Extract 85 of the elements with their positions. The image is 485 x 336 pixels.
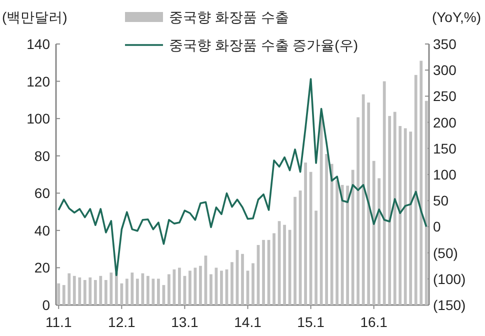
bar bbox=[199, 266, 202, 305]
bar bbox=[220, 270, 223, 305]
bar bbox=[241, 254, 244, 305]
bar bbox=[230, 262, 234, 305]
bar bbox=[68, 273, 71, 305]
bar bbox=[83, 280, 86, 305]
bar bbox=[178, 268, 181, 305]
legend-label: 중국향 화장품 수출 증가율(우) bbox=[169, 37, 358, 53]
bar bbox=[325, 154, 328, 305]
bar bbox=[409, 132, 412, 305]
bar bbox=[146, 276, 150, 305]
bar bbox=[393, 112, 396, 305]
bar bbox=[314, 210, 318, 305]
bar bbox=[382, 81, 386, 305]
y2-tick-label: (150) bbox=[433, 297, 466, 313]
x-tick-label: 13.1 bbox=[171, 314, 199, 330]
bar bbox=[152, 278, 155, 305]
bar bbox=[304, 162, 307, 305]
y2-tick-label: 300 bbox=[433, 62, 457, 78]
y2-tick-label: (100) bbox=[433, 270, 466, 287]
bar bbox=[272, 233, 276, 305]
y2-tick-label: 100 bbox=[433, 166, 457, 182]
x-tick-label: 16.1 bbox=[360, 314, 388, 330]
x-tick-label: 12.1 bbox=[108, 314, 136, 330]
bar bbox=[120, 283, 124, 305]
bar bbox=[420, 60, 423, 305]
bar bbox=[404, 128, 407, 305]
bar bbox=[130, 272, 134, 305]
bar bbox=[340, 184, 344, 305]
bar bbox=[252, 263, 254, 305]
bar bbox=[157, 278, 160, 305]
bar bbox=[362, 94, 365, 305]
bar bbox=[78, 277, 82, 305]
bar bbox=[114, 272, 118, 305]
bar bbox=[88, 277, 92, 305]
bar bbox=[141, 273, 144, 305]
bar bbox=[346, 186, 350, 305]
y2-tick-label: (50) bbox=[433, 244, 458, 261]
x-tick-label: 11.1 bbox=[46, 314, 72, 330]
y-tick-label: 80 bbox=[34, 148, 50, 164]
y-tick-label: 100 bbox=[26, 110, 50, 127]
bar bbox=[378, 178, 381, 305]
bar bbox=[414, 74, 418, 305]
bar bbox=[94, 280, 97, 305]
bar bbox=[57, 283, 60, 305]
y-tick-label: 0 bbox=[42, 297, 50, 313]
x-tick-label: 14.1 bbox=[234, 314, 262, 330]
legend-label: 중국향 화장품 수출 bbox=[169, 9, 289, 25]
bar bbox=[330, 164, 334, 305]
bar bbox=[188, 270, 192, 305]
bar bbox=[262, 240, 265, 305]
bar bbox=[210, 274, 212, 305]
bar bbox=[104, 280, 108, 305]
y-tick-label: 20 bbox=[34, 260, 50, 276]
y2-tick-label: 200 bbox=[433, 114, 457, 130]
y2-tick-label: 150 bbox=[433, 140, 457, 156]
y2-axis-title: (YoY,%) bbox=[432, 9, 481, 25]
y2-tick-label: 50 bbox=[433, 192, 449, 209]
bar bbox=[72, 276, 76, 305]
bar bbox=[336, 180, 339, 305]
bar bbox=[367, 102, 370, 305]
bar bbox=[424, 100, 428, 305]
bar bbox=[283, 224, 286, 305]
y-tick-label: 40 bbox=[34, 222, 50, 238]
bar bbox=[372, 160, 376, 305]
x-tick-label: 15.1 bbox=[297, 314, 325, 330]
y2-tick-label: 250 bbox=[433, 88, 457, 104]
bar bbox=[398, 126, 402, 305]
y2-tick-label: 0 bbox=[433, 218, 441, 235]
bar bbox=[136, 278, 139, 305]
y-tick-label: 140 bbox=[26, 36, 50, 52]
bar bbox=[356, 117, 360, 305]
bar bbox=[388, 116, 392, 305]
y-tick-label: 120 bbox=[26, 73, 50, 90]
y2-tick-label: 350 bbox=[433, 36, 457, 52]
line-series bbox=[58, 78, 428, 276]
bar bbox=[110, 272, 113, 305]
bar bbox=[168, 274, 170, 305]
bar bbox=[99, 276, 102, 305]
y-tick-label: 60 bbox=[34, 185, 50, 202]
bar bbox=[125, 278, 128, 305]
bar bbox=[62, 285, 66, 305]
bar bbox=[351, 170, 354, 305]
y-axis-title: (백만달러) bbox=[2, 9, 68, 25]
bar bbox=[294, 196, 296, 305]
